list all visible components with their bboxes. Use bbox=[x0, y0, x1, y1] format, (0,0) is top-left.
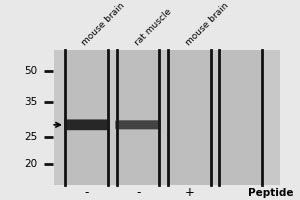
Bar bbox=[65, 50, 108, 185]
FancyBboxPatch shape bbox=[64, 119, 110, 130]
Text: 20: 20 bbox=[24, 159, 37, 169]
Text: +: + bbox=[184, 186, 194, 199]
Text: Peptide: Peptide bbox=[248, 188, 293, 198]
Text: 35: 35 bbox=[24, 97, 37, 107]
Bar bbox=[219, 50, 262, 185]
FancyBboxPatch shape bbox=[115, 120, 161, 129]
Text: 50: 50 bbox=[24, 66, 37, 76]
Bar bbox=[54, 50, 280, 185]
Text: mouse brain: mouse brain bbox=[80, 1, 127, 47]
Text: -: - bbox=[85, 186, 89, 199]
Text: -: - bbox=[136, 186, 140, 199]
Text: mouse brain: mouse brain bbox=[184, 1, 231, 47]
Bar bbox=[117, 50, 159, 185]
Text: 25: 25 bbox=[24, 132, 37, 142]
Bar bbox=[168, 50, 211, 185]
Text: rat muscle: rat muscle bbox=[133, 7, 173, 47]
